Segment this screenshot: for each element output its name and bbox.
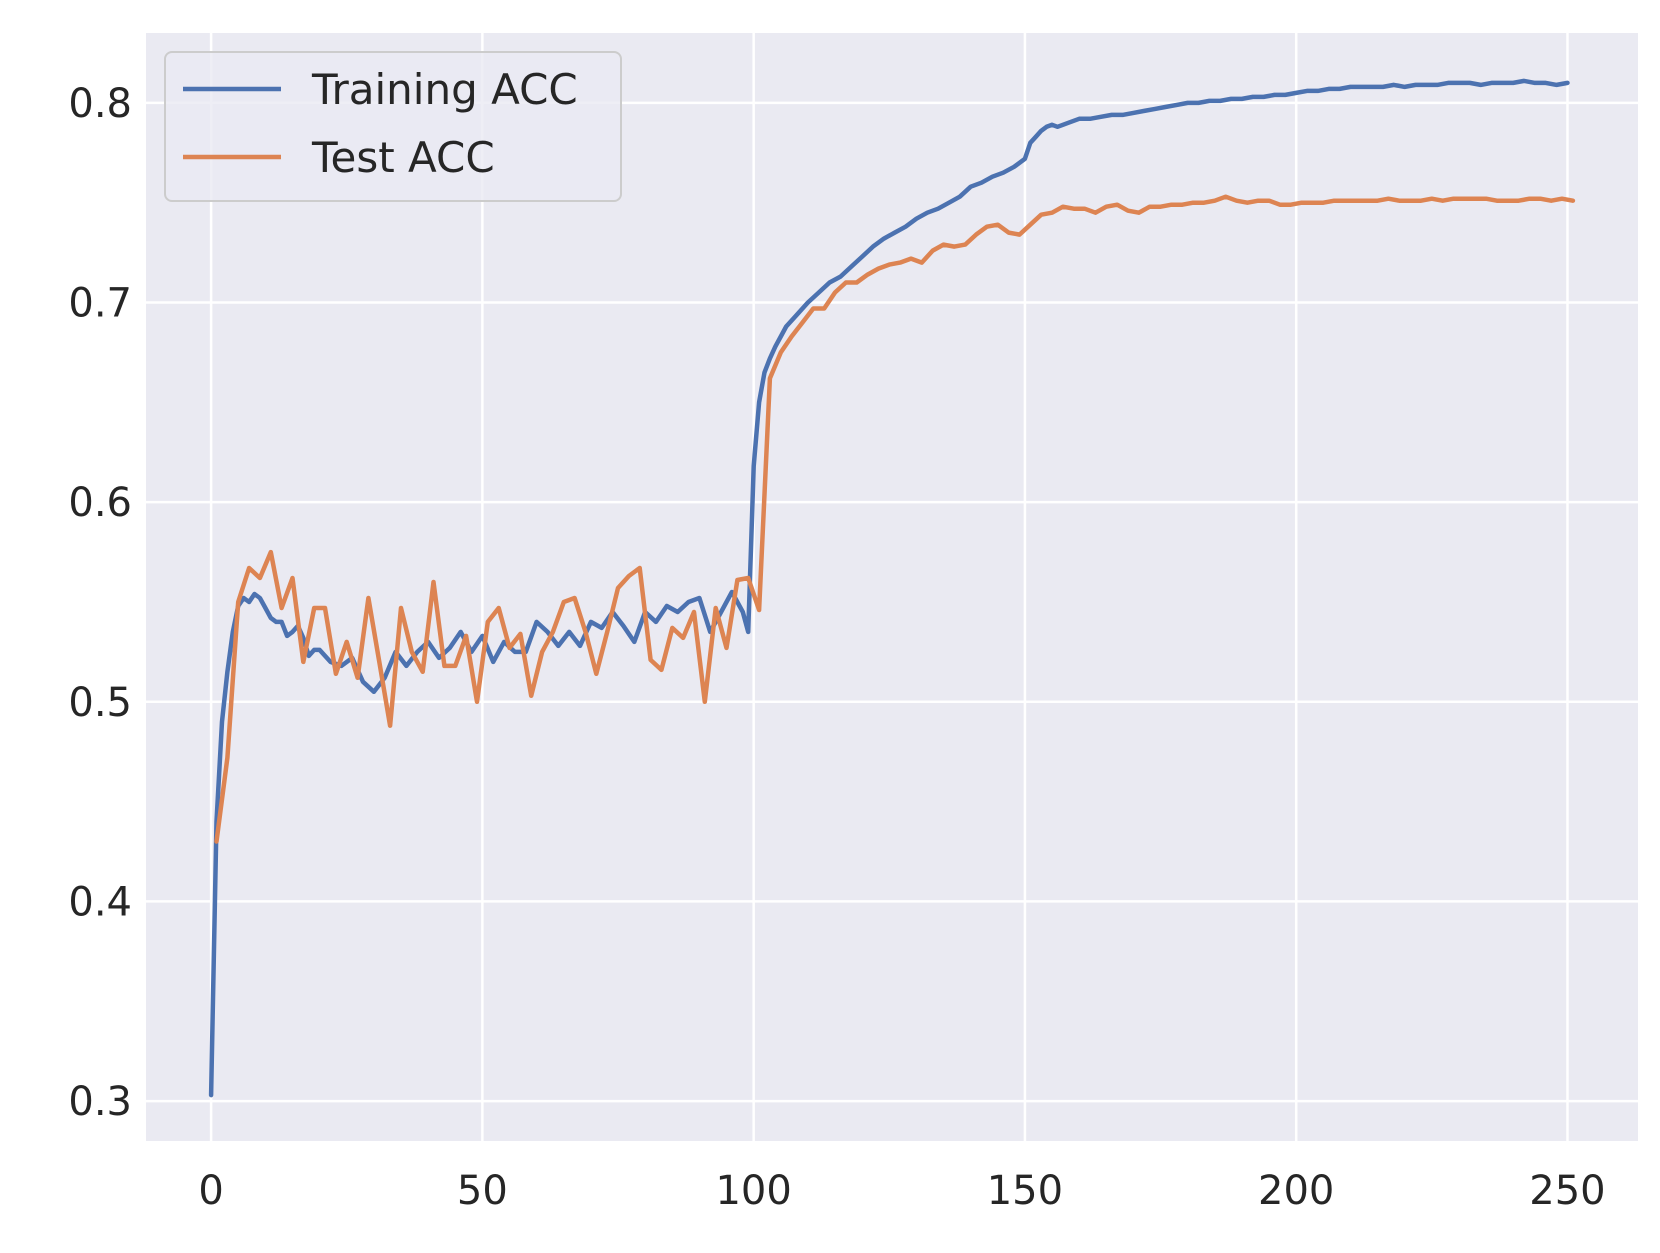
x-tick-label-5: 250	[1529, 1168, 1605, 1214]
y-tick-label-1: 0.4	[68, 879, 132, 925]
x-tick-label-1: 50	[457, 1168, 508, 1214]
y-tick-label-5: 0.8	[68, 81, 132, 127]
legend-label-test-acc: Test ACC	[311, 133, 495, 182]
y-tick-labels: 0.3 0.4 0.5 0.6 0.7 0.8	[68, 81, 132, 1125]
y-tick-label-4: 0.7	[68, 281, 132, 327]
series-layer	[208, 78, 1576, 1098]
x-tick-label-2: 100	[715, 1168, 791, 1214]
y-tick-label-0: 0.3	[68, 1079, 132, 1125]
legend-label-training-acc: Training ACC	[311, 65, 578, 114]
x-tick-label-4: 200	[1258, 1168, 1334, 1214]
y-tick-label-3: 0.6	[68, 480, 132, 526]
x-tick-labels: 0 50 100 150 200 250	[198, 1168, 1605, 1214]
x-tick-label-0: 0	[198, 1168, 223, 1214]
x-tick-label-3: 150	[987, 1168, 1063, 1214]
series-line-test-acc	[214, 194, 1576, 844]
y-tick-label-2: 0.5	[68, 680, 132, 726]
plot-background	[146, 33, 1638, 1141]
grid-lines	[146, 33, 1638, 1141]
legend: Training ACC Test ACC	[164, 51, 622, 202]
